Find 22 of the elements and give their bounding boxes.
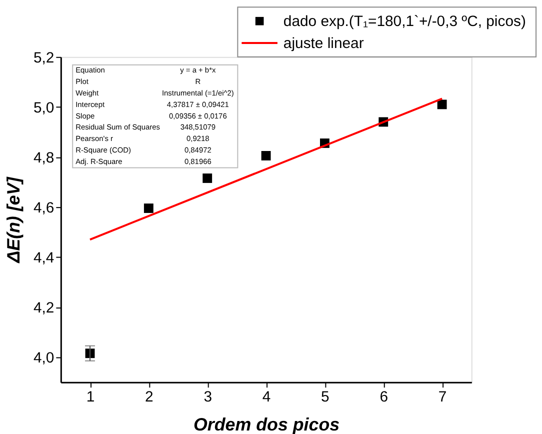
point [437, 100, 447, 110]
x-tick-label: 6 [380, 389, 388, 406]
y-tick-label: 4,0 [33, 350, 54, 367]
x-tick-label: 5 [321, 389, 330, 406]
y-tick-label: 4,4 [33, 250, 54, 266]
x-tick-label: 1 [86, 389, 95, 406]
legend-label: ajuste linear [283, 36, 364, 52]
y-tick-label: 4,6 [33, 200, 54, 216]
x-tick-label: 4 [262, 389, 271, 406]
y-tick-label: 5,2 [33, 50, 54, 66]
y-tick-label: 4,8 [33, 150, 54, 166]
x-tick-label: 2 [145, 389, 154, 406]
point [202, 174, 212, 183]
x-tick-label: 3 [204, 389, 212, 406]
y-tick-label: 4,2 [33, 300, 54, 317]
y-tick-label: 5,0 [33, 100, 54, 116]
y-axis-title: ΔE(n) [eV] [4, 176, 24, 264]
point [144, 204, 154, 213]
x-axis-title: Ordem dos picos [193, 414, 340, 434]
x-tick-label: 7 [438, 389, 447, 406]
point [261, 150, 271, 160]
legend-label: dado exp.(T₁=180,1`+/-0,3 ºC, picos) [283, 14, 526, 30]
